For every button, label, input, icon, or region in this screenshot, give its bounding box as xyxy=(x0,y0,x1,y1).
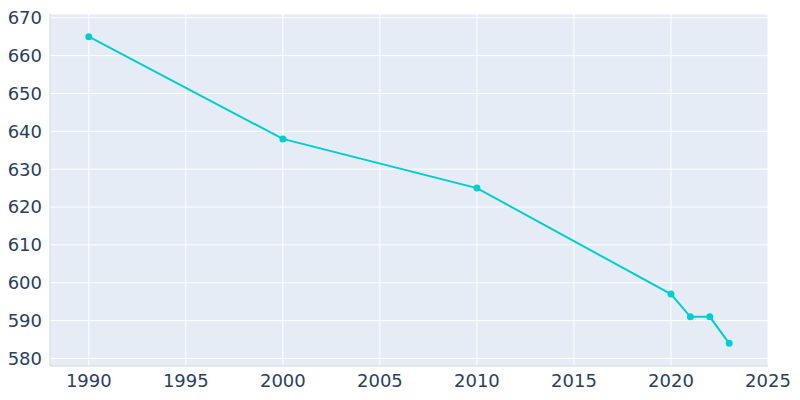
svg-text:1990: 1990 xyxy=(66,370,112,391)
svg-text:610: 610 xyxy=(8,234,42,255)
svg-text:2000: 2000 xyxy=(260,370,306,391)
svg-text:2015: 2015 xyxy=(551,370,597,391)
svg-text:590: 590 xyxy=(8,310,42,331)
svg-text:660: 660 xyxy=(8,45,42,66)
svg-text:670: 670 xyxy=(8,7,42,28)
svg-text:2025: 2025 xyxy=(745,370,791,391)
svg-text:2005: 2005 xyxy=(357,370,403,391)
svg-text:650: 650 xyxy=(8,83,42,104)
svg-text:1995: 1995 xyxy=(163,370,209,391)
svg-text:2010: 2010 xyxy=(454,370,500,391)
svg-text:600: 600 xyxy=(8,272,42,293)
svg-text:620: 620 xyxy=(8,196,42,217)
svg-text:2020: 2020 xyxy=(648,370,694,391)
svg-text:580: 580 xyxy=(8,348,42,369)
svg-text:630: 630 xyxy=(8,159,42,180)
svg-text:640: 640 xyxy=(8,121,42,142)
